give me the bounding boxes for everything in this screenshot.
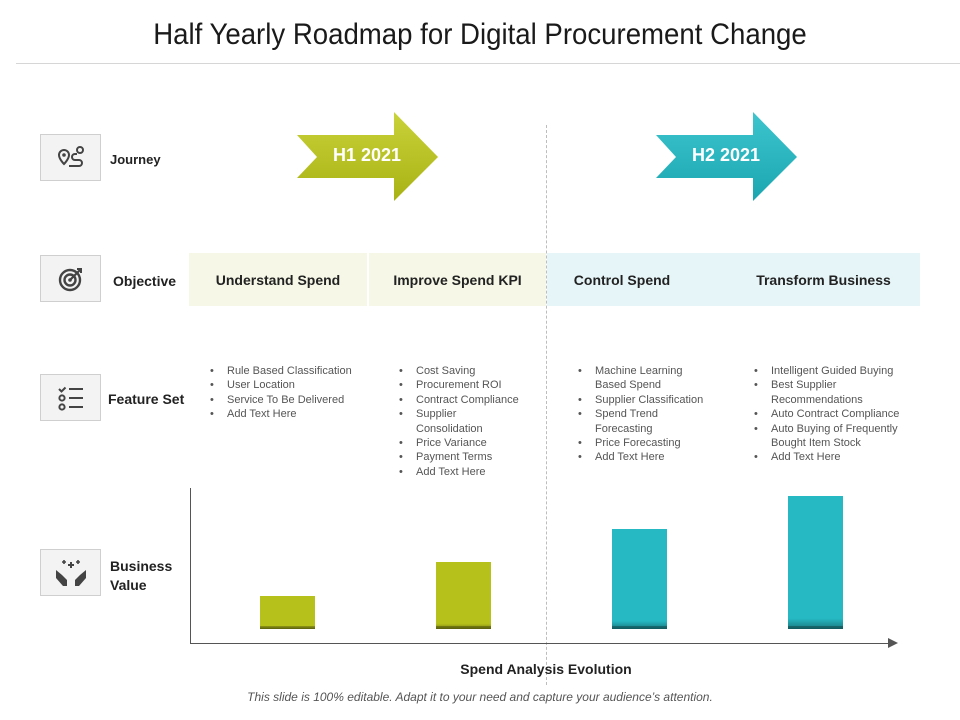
- feature-item-line: Recommendations: [771, 393, 863, 406]
- hands-sparkle-icon: [40, 549, 101, 596]
- value-bar-2: [435, 562, 491, 629]
- journey-arrow-h2: [656, 112, 797, 201]
- feature-item: User Location: [208, 378, 373, 393]
- feature-item-line: User Location: [227, 379, 295, 392]
- row-label-feature-set: Feature Set: [108, 391, 185, 407]
- feature-item: Intelligent Guided Buying: [752, 364, 917, 379]
- feature-item-line: Rule Based Classification: [227, 365, 352, 377]
- half-year-divider: [546, 125, 547, 685]
- feature-item-line: Supplier Classification: [595, 393, 704, 406]
- objective-band-improve: [369, 253, 546, 306]
- row-label-business-value: Business Value: [110, 557, 172, 595]
- feature-item: Rule Based Classification: [208, 364, 373, 379]
- chart-y-axis: [190, 488, 191, 644]
- row-label-business-line1: Business: [110, 558, 173, 574]
- objective-understand-spend: Understand Spend: [215, 271, 341, 288]
- feature-item-line: Supplier: [416, 408, 457, 421]
- objective-band-control: [547, 253, 727, 306]
- feature-item: Price Variance: [397, 436, 537, 451]
- feature-item-line: Machine Learning: [595, 365, 683, 377]
- value-bar-3: [611, 529, 667, 629]
- feature-item-line: Forecasting: [595, 422, 653, 435]
- feature-item: Cost Saving: [397, 364, 537, 379]
- feature-item-line: Auto Buying of Frequently: [771, 422, 898, 435]
- chart-x-axis: [190, 643, 890, 644]
- feature-item: Supplier Classification: [576, 393, 726, 408]
- feature-item-line: Contract Compliance: [416, 393, 519, 406]
- feature-list-control: Machine Learning Based SpendSupplier Clas…: [576, 364, 726, 465]
- feature-item-line: Add Text Here: [416, 465, 486, 478]
- feature-item: Payment Terms: [397, 450, 537, 465]
- journey-arrow-h1: [297, 112, 438, 201]
- target-icon: [40, 255, 101, 302]
- feature-item-line: Add Text Here: [227, 408, 297, 421]
- feature-item-line: Based Spend: [595, 379, 662, 392]
- feature-item: Service To Be Delivered: [208, 393, 373, 408]
- feature-item: Contract Compliance: [397, 393, 537, 408]
- row-label-business-line2: Value: [110, 577, 147, 593]
- feature-item: Add Text Here: [752, 450, 917, 465]
- x-axis-arrowhead: [888, 638, 898, 648]
- feature-item-line: Consolidation: [416, 422, 483, 435]
- x-axis-label: Spend Analysis Evolution: [460, 661, 632, 677]
- objective-transform-business: Transform Business: [756, 271, 891, 288]
- feature-item: Machine Learning Based Spend: [576, 364, 726, 393]
- feature-item-line: Service To Be Delivered: [227, 393, 345, 406]
- footer-note: This slide is 100% editable. Adapt it to…: [247, 690, 713, 704]
- feature-item-line: Spend Trend: [595, 408, 658, 421]
- feature-item-line: Add Text Here: [771, 451, 841, 464]
- feature-item: Add Text Here: [576, 450, 726, 465]
- feature-list-transform: Intelligent Guided BuyingBest SupplierRe…: [752, 364, 917, 465]
- checklist-icon: [40, 374, 101, 421]
- objective-band-transform: [727, 253, 920, 306]
- objective-band-understand: [189, 253, 367, 306]
- feature-item: Add Text Here: [397, 465, 537, 480]
- route-pin-icon: [40, 134, 101, 181]
- feature-item-line: Auto Contract Compliance: [771, 408, 900, 421]
- value-bar-1: [259, 595, 315, 629]
- feature-item-line: Best Supplier: [771, 379, 837, 392]
- feature-item: Auto Buying of Frequently Bought Item Sto…: [752, 422, 917, 451]
- journey-label-h1: H1 2021: [332, 145, 402, 165]
- feature-item-line: Price Forecasting: [595, 437, 681, 450]
- feature-list-understand: Rule Based Classification User LocationSe…: [208, 364, 373, 422]
- feature-item: Procurement ROI: [397, 378, 537, 393]
- objective-control-spend: Control Spend: [573, 271, 671, 288]
- objective-improve-spend-kpi: Improve Spend KPI: [393, 271, 522, 288]
- feature-item: Auto Contract Compliance: [752, 407, 917, 422]
- feature-item-line: Add Text Here: [595, 451, 665, 464]
- feature-item-line: Price Variance: [416, 437, 487, 450]
- row-label-objective: Objective: [113, 273, 177, 289]
- title-divider: [16, 63, 960, 64]
- feature-item: Price Forecasting: [576, 436, 726, 451]
- feature-item-line: Bought Item Stock: [771, 437, 861, 450]
- row-label-journey: Journey: [110, 152, 161, 167]
- feature-item-line: Procurement ROI: [416, 379, 502, 392]
- feature-item-line: Intelligent Guided Buying: [771, 365, 894, 377]
- journey-label-h2: H2 2021: [691, 145, 761, 165]
- feature-item-line: Payment Terms: [416, 451, 493, 464]
- value-bar-4: [787, 495, 843, 629]
- feature-list-improve: Cost Saving Procurement ROIContract Compl…: [397, 364, 537, 480]
- page-title: Half Yearly Roadmap for Digital Procurem…: [153, 18, 807, 51]
- feature-item-line: Cost Saving: [416, 365, 476, 377]
- feature-item: Add Text Here: [208, 407, 373, 422]
